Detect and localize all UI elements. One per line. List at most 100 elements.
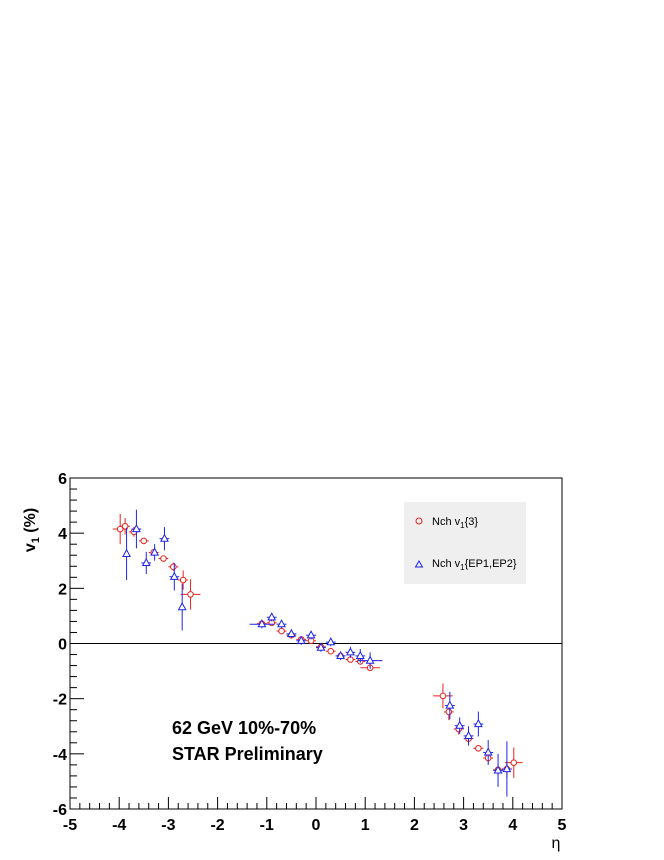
circle-marker (327, 647, 335, 655)
data-point (473, 745, 484, 752)
data-point (296, 635, 307, 645)
data-point (316, 642, 326, 652)
data-point (504, 747, 523, 778)
x-tick-label: 3 (459, 817, 468, 834)
circle-marker (439, 692, 447, 700)
data-point (138, 537, 149, 545)
circle-marker (179, 576, 187, 584)
triangle-marker (169, 571, 179, 580)
triangle-marker (160, 533, 169, 542)
data-point (178, 570, 189, 590)
triangle-marker (483, 747, 493, 756)
triangle-marker (131, 523, 141, 533)
data-point (306, 630, 316, 640)
y-tick-label: 2 (58, 581, 67, 598)
y-tick-label: 0 (58, 637, 67, 654)
data-point (335, 650, 346, 661)
data-point (483, 740, 494, 765)
triangle-marker (286, 628, 296, 637)
triangle-marker (345, 647, 355, 656)
x-tick-label: -4 (112, 817, 126, 834)
triangle-marker (455, 720, 465, 729)
triangle-marker (150, 547, 160, 556)
data-point (325, 637, 336, 647)
legend-triangle-marker (414, 560, 424, 568)
circle-marker (187, 591, 194, 598)
triangle-marker (296, 635, 306, 644)
triangle-marker (326, 637, 336, 646)
circle-marker (160, 555, 167, 562)
series-2 (122, 509, 512, 797)
data-point (286, 628, 297, 638)
y-tick-label: -2 (53, 692, 67, 709)
x-tick-label: 5 (558, 817, 567, 834)
x-tick-label: -1 (260, 817, 274, 834)
triangle-marker (493, 765, 503, 774)
triangle-marker (141, 557, 151, 567)
data-point (276, 619, 287, 629)
data-point (150, 544, 160, 561)
data-point (463, 726, 474, 746)
x-tick-label: -3 (161, 817, 175, 834)
annotation-preliminary: STAR Preliminary (172, 744, 323, 764)
data-point (141, 551, 152, 574)
data-point (177, 583, 187, 631)
data-point (454, 717, 465, 734)
circle-marker (475, 745, 482, 752)
triangle-marker (464, 730, 473, 740)
x-tick-label: 2 (410, 817, 419, 834)
legend-label-series-2: Nch v1{EP1,EP2} (432, 558, 517, 572)
triangle-marker (336, 650, 346, 660)
triangle-marker (445, 700, 455, 709)
triangle-marker (365, 655, 375, 664)
triangle-marker (473, 718, 483, 728)
triangle-marker (316, 642, 326, 651)
x-tick-label: -2 (210, 817, 224, 834)
data-point (306, 637, 316, 645)
data-point (122, 527, 132, 581)
triangle-marker (267, 612, 277, 621)
circle-marker (170, 563, 177, 571)
circle-marker (445, 708, 453, 716)
data-point (131, 509, 142, 549)
data-point (169, 562, 180, 591)
y-tick-label: -4 (53, 747, 67, 764)
data-point (473, 711, 484, 737)
x-tick-label: -5 (63, 817, 77, 834)
triangle-marker (177, 602, 187, 611)
data-point (501, 741, 512, 797)
data-point (159, 527, 170, 551)
x-axis-label: η (552, 835, 561, 852)
x-tick-label: 1 (361, 817, 370, 834)
circle-marker (278, 627, 285, 635)
triangle-marker (306, 630, 316, 639)
axis-ticks: -5 -4 -3 -2 -1 0 1 2 3 4 5 -6 -4 -2 0 2 4 6 (53, 471, 567, 834)
triangle-marker (502, 763, 512, 773)
data-point (433, 683, 453, 709)
data-point (493, 753, 503, 787)
circle-marker (510, 759, 518, 766)
circle-marker (140, 537, 148, 545)
data-point (249, 619, 275, 629)
data-layer (70, 509, 562, 797)
triangle-marker (122, 548, 132, 557)
x-tick-label: 0 (312, 817, 321, 834)
y-tick-label: -6 (53, 802, 67, 819)
legend: Nch v1{3} Nch v1{EP1,EP2} (404, 502, 526, 584)
y-axis-label: v1 (%) (22, 508, 42, 552)
data-point (158, 555, 169, 562)
data-point (325, 647, 336, 655)
triangle-marker (355, 650, 365, 660)
data-point (266, 612, 277, 622)
y-tick-label: 6 (58, 471, 67, 488)
annotation-energy: 62 GeV 10%-70% (172, 718, 316, 738)
legend-circle-marker (415, 517, 423, 525)
triangle-marker (257, 619, 267, 628)
data-point (345, 646, 356, 658)
data-point (180, 579, 201, 610)
legend-box (404, 502, 526, 584)
triangle-marker (277, 619, 287, 628)
y-tick-label: 4 (58, 526, 67, 543)
